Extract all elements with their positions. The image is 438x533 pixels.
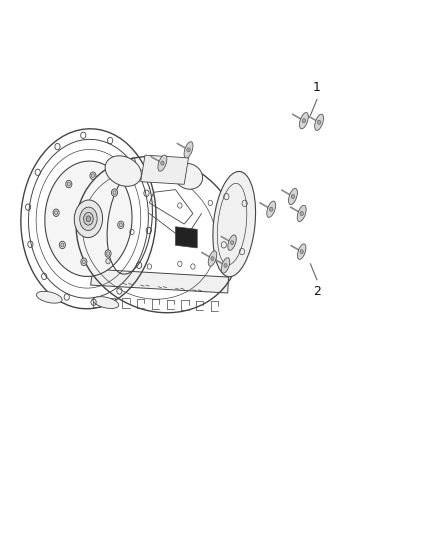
Ellipse shape [230,241,233,245]
Ellipse shape [76,157,240,313]
Ellipse shape [45,161,132,277]
Ellipse shape [187,148,190,152]
Ellipse shape [90,172,96,180]
Ellipse shape [105,250,111,257]
Polygon shape [176,227,197,248]
Ellipse shape [84,213,93,225]
Ellipse shape [302,119,306,123]
Ellipse shape [213,172,256,277]
Ellipse shape [289,188,297,205]
Ellipse shape [118,221,124,229]
Ellipse shape [93,297,119,309]
Ellipse shape [53,209,59,216]
Ellipse shape [224,263,227,268]
Ellipse shape [300,212,304,215]
Text: 1: 1 [313,81,321,94]
Ellipse shape [267,201,276,217]
Ellipse shape [297,244,306,260]
Ellipse shape [82,260,85,264]
Ellipse shape [228,235,236,251]
Polygon shape [141,155,188,184]
Ellipse shape [86,216,91,222]
Ellipse shape [106,252,110,255]
Ellipse shape [184,142,193,158]
Ellipse shape [119,223,122,227]
Ellipse shape [55,211,58,215]
Text: 2: 2 [313,285,321,298]
Polygon shape [91,269,229,293]
Ellipse shape [67,182,71,186]
Ellipse shape [300,250,303,254]
Ellipse shape [113,191,116,195]
Ellipse shape [211,256,214,261]
Ellipse shape [80,207,97,230]
Ellipse shape [61,243,64,247]
Ellipse shape [158,155,167,171]
Ellipse shape [314,114,324,131]
Ellipse shape [269,207,273,211]
Ellipse shape [74,200,102,238]
Ellipse shape [59,241,65,249]
Ellipse shape [208,251,217,266]
Ellipse shape [174,164,203,189]
Ellipse shape [291,195,295,199]
Ellipse shape [106,259,110,264]
Ellipse shape [105,156,141,187]
Ellipse shape [81,258,87,265]
Ellipse shape [92,174,95,177]
Ellipse shape [21,129,156,309]
Ellipse shape [318,120,321,124]
Ellipse shape [300,112,308,129]
Ellipse shape [36,292,62,303]
Ellipse shape [161,161,164,165]
Ellipse shape [66,180,72,188]
Ellipse shape [221,257,230,273]
Ellipse shape [297,205,306,222]
Ellipse shape [111,189,117,196]
